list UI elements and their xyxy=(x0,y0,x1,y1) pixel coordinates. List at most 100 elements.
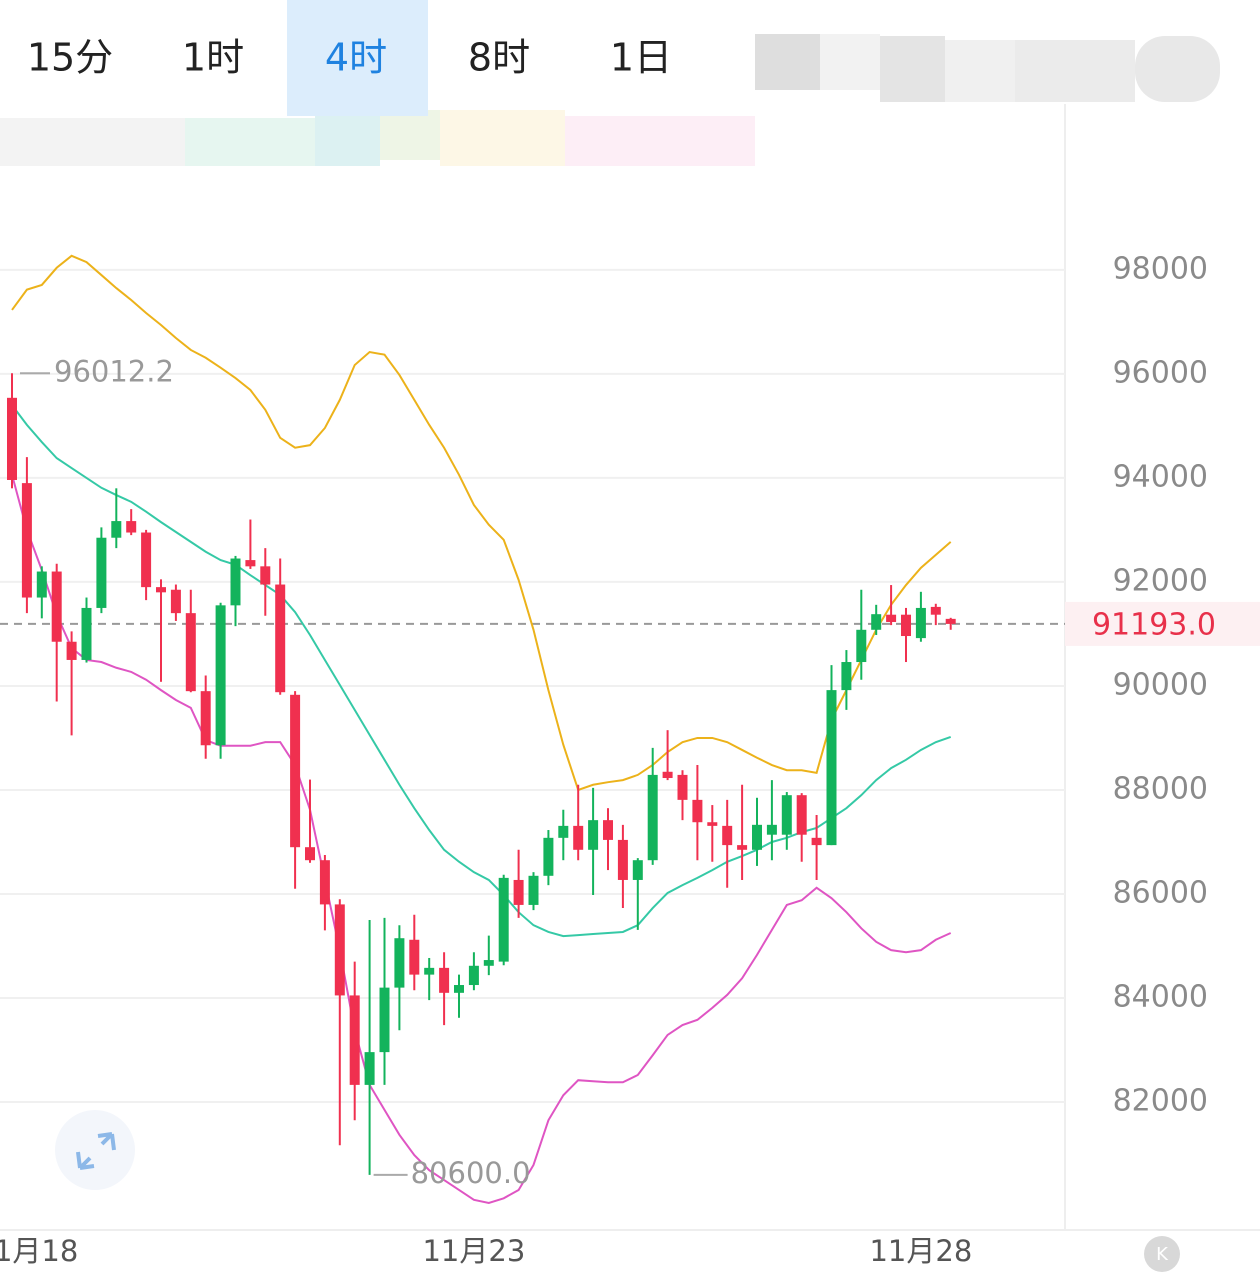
band-line xyxy=(11,404,952,938)
blur xyxy=(0,118,185,166)
band-line xyxy=(11,254,952,792)
candle-body xyxy=(81,607,92,660)
blur xyxy=(565,116,755,166)
zoom-icon xyxy=(76,1132,116,1170)
candle-body xyxy=(811,837,822,846)
last-price-label: 91193.0 xyxy=(1092,607,1216,642)
y-tick-label: 84000 xyxy=(1113,980,1208,1015)
candle-body xyxy=(528,875,539,905)
candle-body xyxy=(513,879,524,905)
candle-body xyxy=(886,614,897,622)
candle-body xyxy=(752,824,762,850)
blur xyxy=(1015,40,1135,102)
candle-body xyxy=(230,558,241,606)
candle-body xyxy=(439,967,450,993)
k-icon: K xyxy=(1156,1244,1169,1265)
tab-active-bg xyxy=(287,0,428,116)
candle-body xyxy=(454,985,464,993)
blur xyxy=(185,118,315,166)
candle-body xyxy=(543,837,554,876)
candle-body xyxy=(305,847,315,861)
max-marker-label: 96012.2 xyxy=(54,354,174,388)
candle-body xyxy=(170,589,181,614)
candle-body xyxy=(394,938,405,988)
candle-body xyxy=(781,795,792,835)
candle-body xyxy=(36,571,47,598)
candle-body xyxy=(603,820,613,840)
candle-body xyxy=(737,845,748,850)
blur xyxy=(755,34,820,90)
candle-body xyxy=(111,521,122,538)
tab[interactable]: 15分 xyxy=(27,36,113,80)
y-tick-label: 94000 xyxy=(1113,459,1208,494)
candle-body xyxy=(215,605,226,746)
tab[interactable]: 8时 xyxy=(468,36,530,80)
y-tick-label: 96000 xyxy=(1113,355,1208,390)
candle-body xyxy=(96,537,107,608)
y-tick-label: 92000 xyxy=(1113,563,1208,598)
candle-body xyxy=(245,560,256,567)
y-tick-label: 86000 xyxy=(1113,876,1208,911)
candle-body xyxy=(692,799,703,823)
candle-body xyxy=(409,939,420,975)
candle-body xyxy=(588,820,599,850)
candle-body xyxy=(901,614,911,637)
candle-body xyxy=(573,825,584,850)
candle-body xyxy=(498,877,509,962)
blur xyxy=(820,34,880,90)
candle-body xyxy=(707,822,718,826)
candle-body xyxy=(856,629,867,663)
candle-body xyxy=(945,618,956,624)
candle-body xyxy=(558,825,569,838)
blur xyxy=(380,110,440,160)
candle-body xyxy=(51,571,62,642)
blur xyxy=(880,36,945,102)
blur xyxy=(440,110,565,166)
candle-body xyxy=(126,521,137,533)
candle-body xyxy=(141,532,152,588)
tab[interactable]: 4时 xyxy=(325,36,387,80)
candle-body xyxy=(483,960,494,966)
min-marker-label: 80600.0 xyxy=(411,1156,531,1190)
candle-body xyxy=(156,587,166,593)
x-tick-label: 11月23 xyxy=(422,1234,525,1268)
candle-body xyxy=(722,825,733,846)
x-tick-label: 11月28 xyxy=(869,1234,972,1268)
k-button[interactable] xyxy=(1144,1236,1180,1272)
candle-body xyxy=(662,771,673,779)
blur xyxy=(1135,36,1220,102)
candle-body xyxy=(364,1052,375,1085)
candle-body xyxy=(468,965,479,986)
band-line xyxy=(11,474,952,1204)
candle-body xyxy=(677,774,688,800)
candle-body xyxy=(66,641,77,660)
candle-body xyxy=(617,839,628,880)
candle-body xyxy=(275,584,286,693)
candle-body xyxy=(319,860,330,905)
y-tick-label: 82000 xyxy=(1113,1084,1208,1119)
zoom-button[interactable] xyxy=(55,1110,135,1190)
tab[interactable]: 1日 xyxy=(610,36,672,80)
last-price-bg xyxy=(1065,601,1260,646)
blur xyxy=(315,110,380,166)
candle-body xyxy=(200,691,211,746)
candle-body xyxy=(647,774,658,861)
tab[interactable]: 1时 xyxy=(182,36,244,80)
candle-body xyxy=(7,397,17,480)
candle-body xyxy=(871,614,882,630)
candle-body xyxy=(930,606,941,615)
candle-body xyxy=(826,690,837,846)
candle-body xyxy=(290,694,301,848)
candle-body xyxy=(841,662,852,691)
candle-body xyxy=(796,795,807,835)
candle-body xyxy=(21,483,32,598)
x-tick-label: 11月18 xyxy=(0,1234,78,1268)
candle-body xyxy=(349,995,360,1085)
candle-body xyxy=(379,987,390,1053)
candle-body xyxy=(334,904,345,996)
candle-body xyxy=(632,860,643,880)
y-tick-label: 90000 xyxy=(1113,667,1208,702)
candle-body xyxy=(915,607,926,639)
